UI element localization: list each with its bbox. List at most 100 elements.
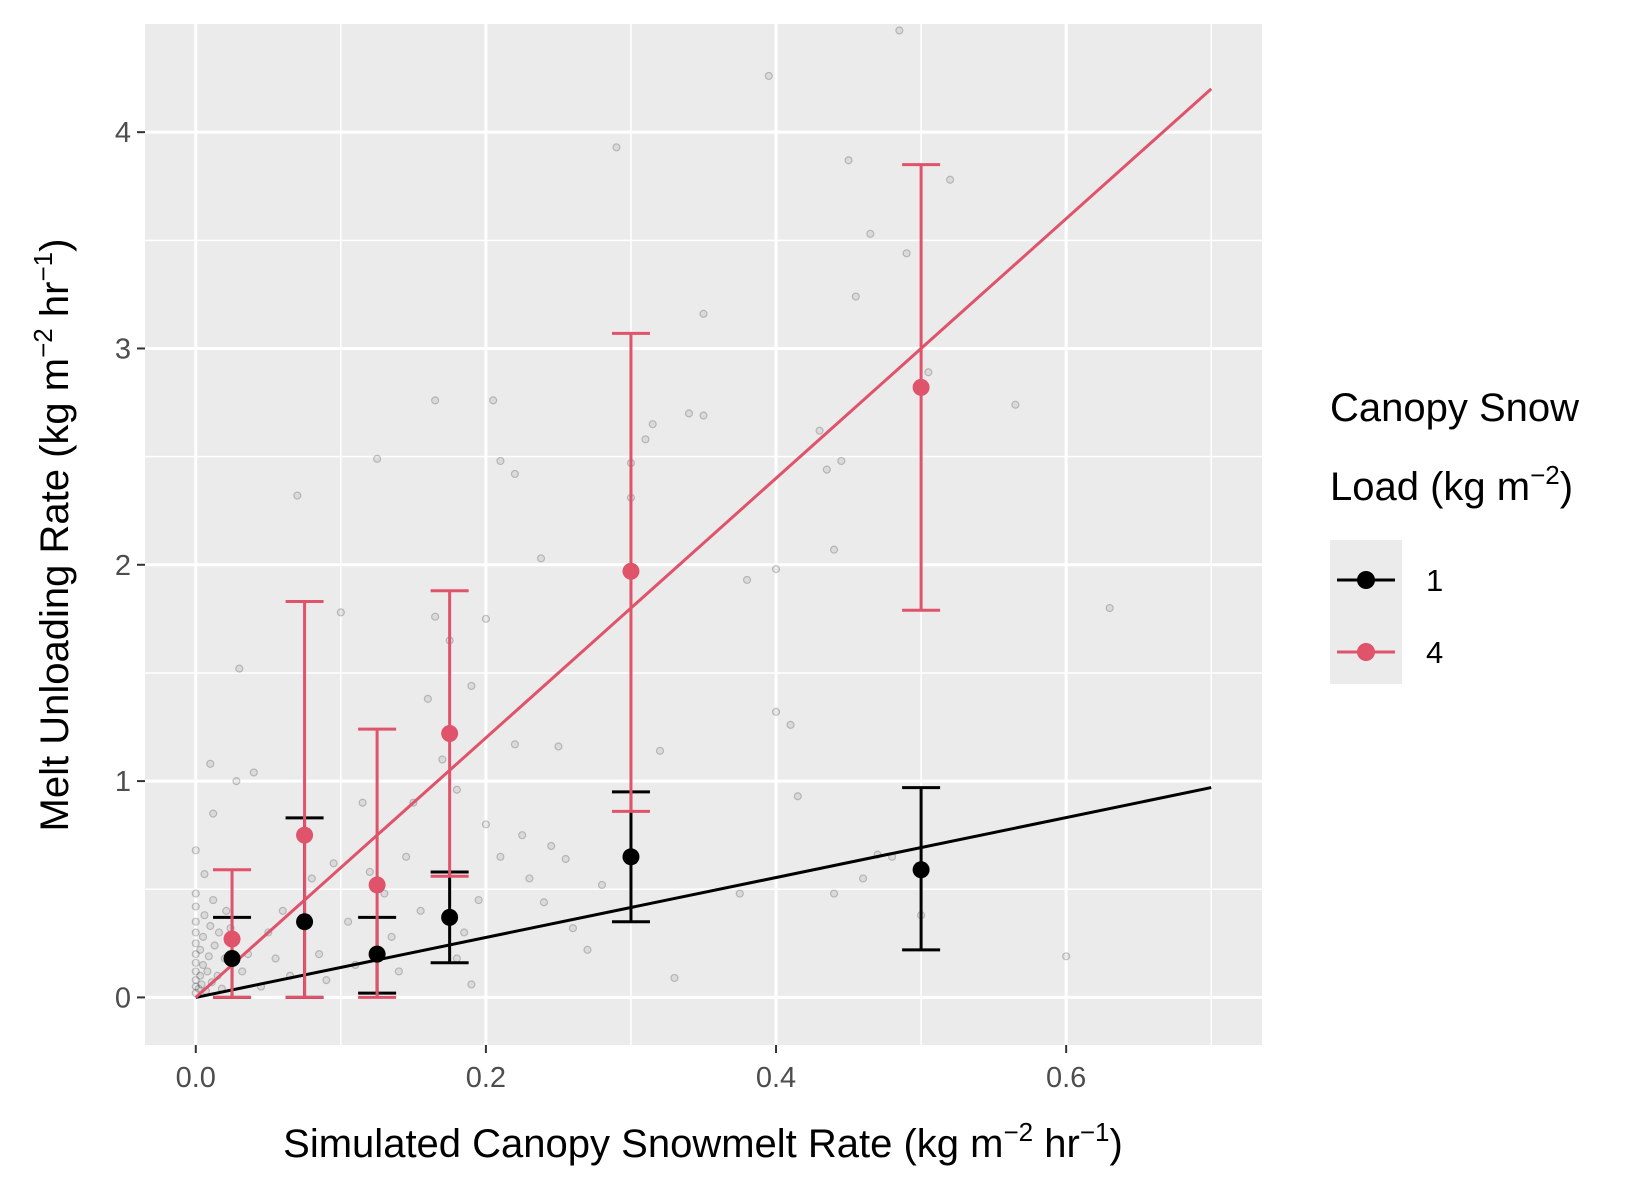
observation-point bbox=[206, 921, 215, 931]
legend-key-point bbox=[1357, 571, 1375, 589]
observation-point bbox=[866, 229, 875, 238]
observation-point bbox=[684, 409, 694, 418]
legend-title-line2: Load (kg m−2) bbox=[1330, 460, 1573, 509]
mean-points bbox=[223, 378, 930, 967]
observation-point bbox=[200, 911, 209, 920]
observation-point bbox=[191, 902, 200, 911]
mean-point-4 bbox=[368, 876, 386, 894]
legend-keys: 14 bbox=[1337, 563, 1443, 670]
observation-point bbox=[204, 952, 213, 961]
observation-point bbox=[438, 755, 447, 764]
observation-point bbox=[946, 175, 955, 184]
observation-point bbox=[829, 889, 839, 898]
observation-point bbox=[460, 928, 469, 937]
x-tick-label: 0.0 bbox=[176, 1062, 216, 1094]
observation-point bbox=[793, 792, 802, 801]
x-axis-title: Simulated Canopy Snowmelt Rate (kg m−2 h… bbox=[283, 1117, 1123, 1166]
observation-point bbox=[467, 681, 476, 691]
y-tick-label: 0 bbox=[115, 982, 131, 1014]
x-axis: 0.0 0.2 0.4 0.6 bbox=[176, 1045, 1086, 1094]
observation-point bbox=[249, 768, 258, 777]
observation-point bbox=[815, 426, 824, 435]
observation-point bbox=[547, 841, 556, 851]
observation-point bbox=[336, 608, 345, 617]
observation-point bbox=[307, 874, 316, 883]
observation-point bbox=[851, 292, 860, 301]
observation-point bbox=[365, 867, 374, 877]
observation-point bbox=[431, 612, 440, 621]
observation-point bbox=[481, 614, 491, 623]
mean-point-4 bbox=[296, 826, 314, 844]
observation-point bbox=[423, 694, 432, 703]
observation-point bbox=[394, 967, 403, 976]
observation-point bbox=[554, 742, 563, 751]
observation-point bbox=[191, 889, 200, 898]
observation-point bbox=[329, 859, 338, 868]
mean-point-1 bbox=[441, 908, 459, 926]
y-tick-label: 1 bbox=[115, 766, 131, 798]
observation-point bbox=[452, 785, 461, 794]
observation-point bbox=[822, 465, 831, 474]
observation-point bbox=[416, 906, 425, 915]
observation-point bbox=[452, 954, 461, 963]
y-tick-label: 4 bbox=[115, 117, 131, 149]
observation-point bbox=[191, 950, 200, 959]
observation-point bbox=[489, 396, 498, 405]
observation-point bbox=[191, 939, 200, 948]
observation-point bbox=[196, 945, 205, 954]
observation-point bbox=[191, 976, 200, 985]
legend-key-point bbox=[1357, 643, 1375, 661]
y-tick-label: 3 bbox=[115, 333, 131, 365]
observation-point bbox=[198, 960, 208, 970]
observation-point bbox=[402, 852, 411, 861]
observation-point bbox=[858, 874, 868, 883]
mean-point-4 bbox=[622, 562, 640, 580]
observation-point bbox=[387, 932, 396, 941]
fit-line-1 bbox=[195, 786, 1212, 999]
observation-point bbox=[235, 664, 244, 673]
observation-point bbox=[699, 309, 708, 318]
observation-point bbox=[742, 575, 752, 585]
observation-point bbox=[902, 249, 911, 258]
observation-point bbox=[343, 917, 353, 926]
observation-point bbox=[771, 565, 781, 574]
mean-point-1 bbox=[223, 949, 241, 967]
fit-lines bbox=[194, 87, 1213, 999]
observation-point bbox=[597, 880, 607, 890]
observation-point bbox=[206, 759, 215, 768]
observation-point bbox=[293, 491, 302, 500]
observation-point bbox=[210, 941, 219, 950]
legend-key-background bbox=[1330, 540, 1402, 684]
observation-point bbox=[467, 980, 476, 989]
observation-point bbox=[191, 982, 200, 991]
observation-point bbox=[496, 456, 505, 466]
observation-point bbox=[197, 980, 206, 989]
observation-point bbox=[1105, 603, 1114, 613]
mean-point-1 bbox=[296, 913, 314, 931]
observation-point bbox=[431, 396, 440, 405]
observation-point bbox=[314, 950, 324, 959]
observation-point bbox=[191, 967, 200, 976]
mean-point-4 bbox=[912, 378, 930, 396]
observation-point bbox=[222, 906, 231, 915]
legend: Canopy Snow Load (kg m−2) 14 bbox=[1330, 386, 1579, 684]
observation-point bbox=[191, 928, 200, 937]
observation-point bbox=[322, 976, 331, 985]
observation-point bbox=[655, 746, 665, 755]
observation-point bbox=[612, 143, 621, 152]
observation-point bbox=[525, 874, 534, 883]
observation-point bbox=[198, 932, 208, 941]
observation-point bbox=[238, 967, 247, 976]
y-axis: 0 1 2 3 4 bbox=[115, 117, 145, 1014]
observation-point bbox=[232, 776, 241, 786]
observation-point bbox=[191, 958, 200, 967]
observation-point bbox=[481, 820, 491, 829]
legend-label: 1 bbox=[1426, 563, 1443, 598]
observation-point bbox=[191, 917, 200, 926]
observation-point bbox=[510, 469, 520, 479]
observation-point bbox=[771, 707, 781, 716]
observation-point bbox=[358, 798, 367, 807]
observation-point bbox=[539, 898, 549, 907]
observation-point bbox=[583, 945, 592, 954]
